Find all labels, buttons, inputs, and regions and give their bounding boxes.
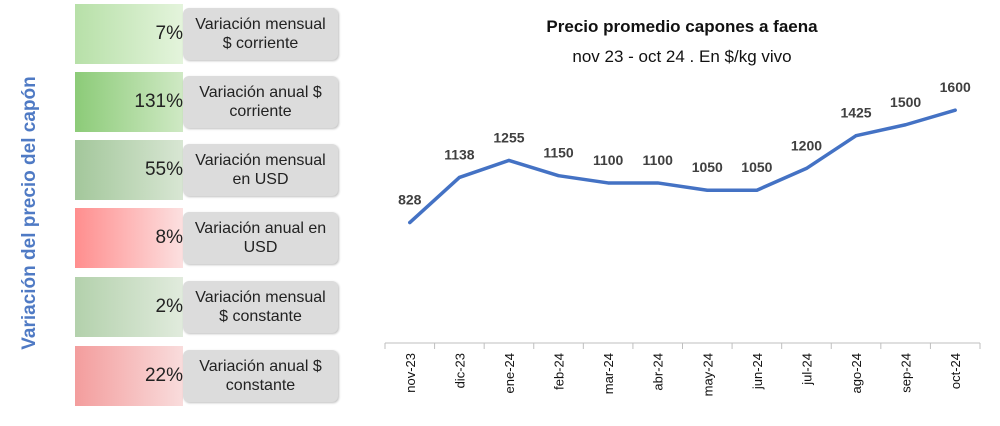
- x-tick-label: mar-24: [601, 353, 616, 394]
- x-tick-label: nov-23: [403, 353, 418, 393]
- card-value: 2%: [75, 277, 183, 337]
- card-label: Variación mensual $ constante: [183, 281, 338, 333]
- data-point: [557, 174, 561, 178]
- card-value: 22%: [75, 346, 183, 406]
- x-tick-label: oct-24: [948, 353, 963, 389]
- chart-title: Precio promedio capones a faena: [546, 17, 818, 36]
- data-label: 1138: [444, 146, 475, 162]
- data-point: [804, 166, 808, 170]
- chart-subtitle: nov 23 - oct 24 . En $/kg vivo: [572, 47, 792, 66]
- data-label: 1050: [741, 159, 772, 175]
- data-point: [705, 188, 709, 192]
- card-label: Variación anual en USD: [183, 212, 338, 264]
- x-tick-label: jun-24: [750, 353, 765, 390]
- card-variacion-mensual-corriente: 7% Variación mensual $ corriente: [75, 4, 341, 64]
- data-point: [904, 123, 908, 127]
- card-value: 8%: [75, 208, 183, 268]
- data-label: 1200: [791, 137, 822, 153]
- card-variacion-anual-usd: 8% Variación anual en USD: [75, 208, 341, 268]
- data-point: [408, 221, 412, 225]
- card-variacion-anual-constante: 22% Variación anual $ constante: [75, 346, 341, 406]
- data-label: 1425: [840, 105, 871, 121]
- card-label: Variación mensual $ corriente: [183, 8, 338, 60]
- data-point: [606, 181, 610, 185]
- card-value: 7%: [75, 4, 183, 64]
- card-label: Variación anual $ constante: [183, 350, 338, 402]
- data-label: 1500: [890, 94, 921, 110]
- data-label: 1050: [692, 159, 723, 175]
- data-label: 828: [398, 192, 422, 208]
- x-tick-label: ago-24: [849, 353, 864, 393]
- card-label: Variación anual $ corriente: [183, 76, 338, 128]
- x-tick-label: dic-23: [452, 353, 467, 388]
- data-label: 1100: [593, 152, 624, 168]
- card-variacion-anual-corriente: 131% Variación anual $ corriente: [75, 72, 341, 132]
- data-label: 1255: [493, 129, 524, 145]
- data-label: 1600: [940, 79, 971, 95]
- card-variacion-mensual-constante: 2% Variación mensual $ constante: [75, 277, 341, 337]
- card-value: 55%: [75, 140, 183, 200]
- series-line: [408, 108, 957, 225]
- data-point: [854, 134, 858, 138]
- x-tick-label: jul-24: [799, 353, 814, 386]
- data-point: [953, 108, 957, 112]
- data-point: [755, 188, 759, 192]
- x-tick-label: sep-24: [899, 353, 914, 393]
- x-tick-label: feb-24: [552, 353, 567, 390]
- data-point: [507, 158, 511, 162]
- card-label: Variación mensual en USD: [183, 144, 338, 196]
- card-variacion-mensual-usd: 55% Variación mensual en USD: [75, 140, 341, 200]
- x-tick-label: ene-24: [502, 353, 517, 393]
- x-tick-label: may-24: [700, 353, 715, 396]
- card-value: 131%: [75, 72, 183, 132]
- data-point: [457, 175, 461, 179]
- data-label: 1100: [643, 152, 674, 168]
- data-point: [656, 181, 660, 185]
- x-tick-label: abr-24: [651, 353, 666, 391]
- data-label: 1150: [543, 145, 574, 161]
